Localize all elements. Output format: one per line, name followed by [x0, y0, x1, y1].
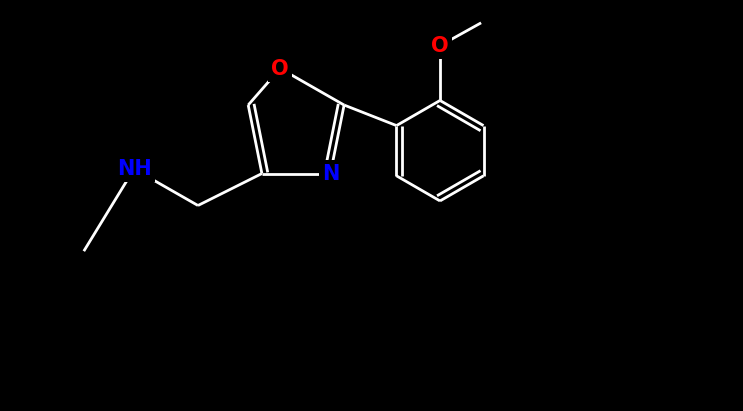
Text: O: O [271, 58, 289, 79]
Text: N: N [322, 164, 339, 184]
Text: O: O [431, 36, 449, 55]
Text: NH: NH [117, 159, 152, 179]
